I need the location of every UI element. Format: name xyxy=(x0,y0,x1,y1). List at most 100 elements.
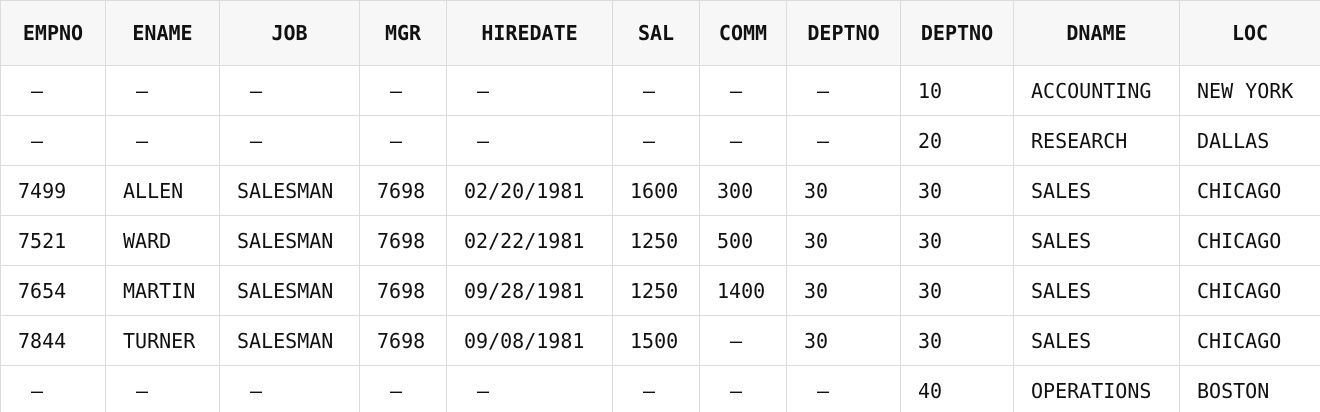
cell-empno[interactable]: 7844 xyxy=(0,315,106,366)
table-row: 7654 MARTIN SALESMAN 7698 09/28/1981 1250 1400… xyxy=(0,265,1320,316)
cell-deptno-2[interactable]: 10 xyxy=(900,65,1014,116)
cell-loc[interactable]: CHICAGO xyxy=(1179,165,1320,216)
cell-job[interactable]: – xyxy=(219,365,360,412)
cell-job[interactable]: SALESMAN xyxy=(219,315,360,366)
table-row: 7521 WARD SALESMAN 7698 02/22/1981 1250 500 30 3… xyxy=(0,215,1320,266)
cell-comm[interactable]: 500 xyxy=(699,215,787,266)
cell-empno[interactable]: – xyxy=(0,365,106,412)
cell-sal[interactable]: 1250 xyxy=(612,215,700,266)
cell-sal[interactable]: – xyxy=(612,115,700,166)
cell-mgr[interactable]: – xyxy=(359,115,447,166)
column-header-dname[interactable]: DNAME xyxy=(1013,0,1180,66)
cell-deptno-2[interactable]: 30 xyxy=(900,265,1014,316)
column-header-comm[interactable]: COMM xyxy=(699,0,787,66)
cell-dname[interactable]: SALES xyxy=(1013,165,1180,216)
cell-deptno[interactable]: – xyxy=(786,365,901,412)
cell-loc[interactable]: CHICAGO xyxy=(1179,265,1320,316)
cell-deptno[interactable]: 30 xyxy=(786,215,901,266)
column-header-deptno[interactable]: DEPTNO xyxy=(786,0,901,66)
cell-loc[interactable]: BOSTON xyxy=(1179,365,1320,412)
cell-deptno-2[interactable]: 40 xyxy=(900,365,1014,412)
cell-dname[interactable]: SALES xyxy=(1013,215,1180,266)
cell-dname[interactable]: OPERATIONS xyxy=(1013,365,1180,412)
cell-empno[interactable]: 7499 xyxy=(0,165,106,216)
cell-sal[interactable]: 1250 xyxy=(612,265,700,316)
cell-dname[interactable]: SALES xyxy=(1013,265,1180,316)
cell-ename[interactable]: MARTIN xyxy=(105,265,220,316)
cell-hiredate[interactable]: – xyxy=(446,365,613,412)
cell-ename[interactable]: ALLEN xyxy=(105,165,220,216)
cell-comm[interactable]: 300 xyxy=(699,165,787,216)
cell-sal[interactable]: 1500 xyxy=(612,315,700,366)
cell-mgr[interactable]: 7698 xyxy=(359,165,447,216)
cell-mgr[interactable]: 7698 xyxy=(359,315,447,366)
cell-deptno[interactable]: 30 xyxy=(786,165,901,216)
cell-mgr[interactable]: 7698 xyxy=(359,265,447,316)
cell-hiredate[interactable]: 09/08/1981 xyxy=(446,315,613,366)
cell-comm[interactable]: – xyxy=(699,365,787,412)
cell-dname[interactable]: SALES xyxy=(1013,315,1180,366)
cell-job[interactable]: – xyxy=(219,65,360,116)
cell-deptno-2[interactable]: 20 xyxy=(900,115,1014,166)
cell-sal[interactable]: – xyxy=(612,65,700,116)
cell-loc[interactable]: DALLAS xyxy=(1179,115,1320,166)
cell-hiredate[interactable]: – xyxy=(446,65,613,116)
cell-deptno[interactable]: – xyxy=(786,65,901,116)
cell-sal[interactable]: – xyxy=(612,365,700,412)
cell-job[interactable]: SALESMAN xyxy=(219,165,360,216)
cell-loc[interactable]: CHICAGO xyxy=(1179,315,1320,366)
cell-job[interactable]: SALESMAN xyxy=(219,215,360,266)
cell-dname[interactable]: RESEARCH xyxy=(1013,115,1180,166)
table-header: EMPNO ENAME JOB MGR HIREDATE SAL COMM DE… xyxy=(0,0,1320,66)
cell-ename[interactable]: TURNER xyxy=(105,315,220,366)
cell-dname[interactable]: ACCOUNTING xyxy=(1013,65,1180,116)
table-row: – – – – – – – –10 ACCOUNTING NEW YORK xyxy=(0,65,1320,116)
cell-ename[interactable]: – xyxy=(105,65,220,116)
cell-hiredate[interactable]: 02/22/1981 xyxy=(446,215,613,266)
column-header-job[interactable]: JOB xyxy=(219,0,360,66)
column-header-loc[interactable]: LOC xyxy=(1179,0,1320,66)
cell-deptno-2[interactable]: 30 xyxy=(900,215,1014,266)
column-header-ename[interactable]: ENAME xyxy=(105,0,220,66)
cell-hiredate[interactable]: 09/28/1981 xyxy=(446,265,613,316)
cell-empno[interactable]: 7654 xyxy=(0,265,106,316)
cell-comm[interactable]: – xyxy=(699,315,787,366)
header-row: EMPNO ENAME JOB MGR HIREDATE SAL COMM DE… xyxy=(0,0,1320,66)
column-header-deptno-2[interactable]: DEPTNO xyxy=(900,0,1014,66)
cell-hiredate[interactable]: 02/20/1981 xyxy=(446,165,613,216)
cell-loc[interactable]: CHICAGO xyxy=(1179,215,1320,266)
cell-ename[interactable]: – xyxy=(105,365,220,412)
cell-mgr[interactable]: 7698 xyxy=(359,215,447,266)
cell-sal[interactable]: 1600 xyxy=(612,165,700,216)
column-header-hiredate[interactable]: HIREDATE xyxy=(446,0,613,66)
table-row: – – – – – – – –20 RESEARCH DALLAS xyxy=(0,115,1320,166)
cell-job[interactable]: – xyxy=(219,115,360,166)
table-row: 7844 TURNER SALESMAN 7698 09/08/1981 1500–30 3… xyxy=(0,315,1320,366)
cell-mgr[interactable]: – xyxy=(359,65,447,116)
cell-mgr[interactable]: – xyxy=(359,365,447,412)
column-header-sal[interactable]: SAL xyxy=(612,0,700,66)
column-header-empno[interactable]: EMPNO xyxy=(0,0,106,66)
column-header-mgr[interactable]: MGR xyxy=(359,0,447,66)
cell-deptno-2[interactable]: 30 xyxy=(900,315,1014,366)
cell-deptno-2[interactable]: 30 xyxy=(900,165,1014,216)
cell-deptno[interactable]: 30 xyxy=(786,265,901,316)
table-row: 7499 ALLEN SALESMAN 7698 02/20/1981 1600 300 30… xyxy=(0,165,1320,216)
cell-empno[interactable]: – xyxy=(0,65,106,116)
cell-comm[interactable]: 1400 xyxy=(699,265,787,316)
cell-empno[interactable]: – xyxy=(0,115,106,166)
cell-deptno[interactable]: – xyxy=(786,115,901,166)
table-row: – – – – – – – –40 OPERATIONS BOSTON xyxy=(0,365,1320,412)
cell-loc[interactable]: NEW YORK xyxy=(1179,65,1320,116)
cell-hiredate[interactable]: – xyxy=(446,115,613,166)
cell-deptno[interactable]: 30 xyxy=(786,315,901,366)
table-body: – – – – – – – –10 ACCOUNTING NEW YORK – – – – – – – –20 RE… xyxy=(0,65,1320,412)
cell-ename[interactable]: – xyxy=(105,115,220,166)
cell-ename[interactable]: WARD xyxy=(105,215,220,266)
cell-comm[interactable]: – xyxy=(699,115,787,166)
cell-empno[interactable]: 7521 xyxy=(0,215,106,266)
cell-job[interactable]: SALESMAN xyxy=(219,265,360,316)
cell-comm[interactable]: – xyxy=(699,65,787,116)
